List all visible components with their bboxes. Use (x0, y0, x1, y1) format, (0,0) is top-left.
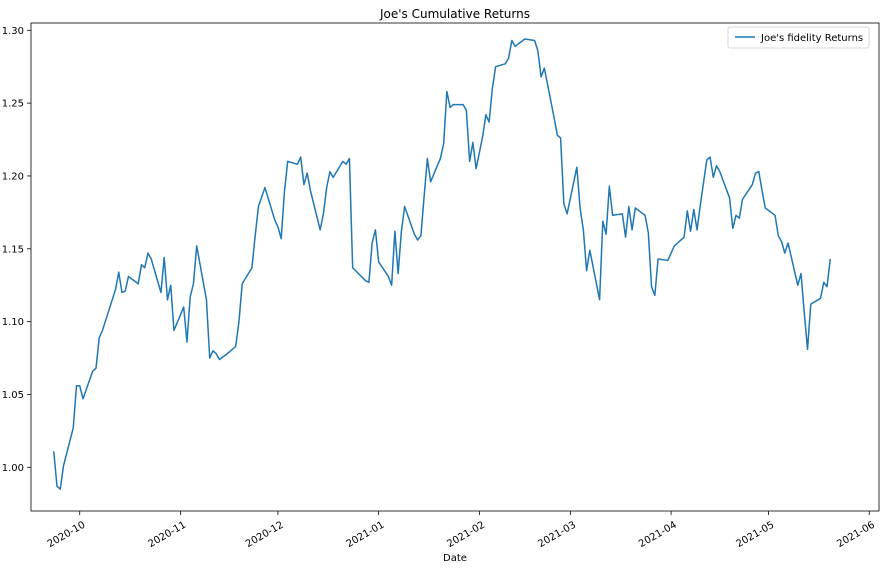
y-tick-label: 1.10 (2, 317, 24, 328)
y-tick-label: 1.05 (2, 390, 24, 401)
y-tick-label: 1.30 (2, 26, 24, 37)
y-tick-label: 1.25 (2, 99, 24, 110)
y-tick-label: 1.00 (2, 463, 24, 474)
y-tick-label: 1.20 (2, 171, 24, 182)
legend: Joe's fidelity Returns (728, 27, 869, 48)
chart-title: Joe's Cumulative Returns (379, 7, 530, 21)
y-tick-label: 1.15 (2, 244, 24, 255)
x-axis-label: Date (443, 553, 467, 564)
legend-label: Joe's fidelity Returns (760, 33, 863, 44)
